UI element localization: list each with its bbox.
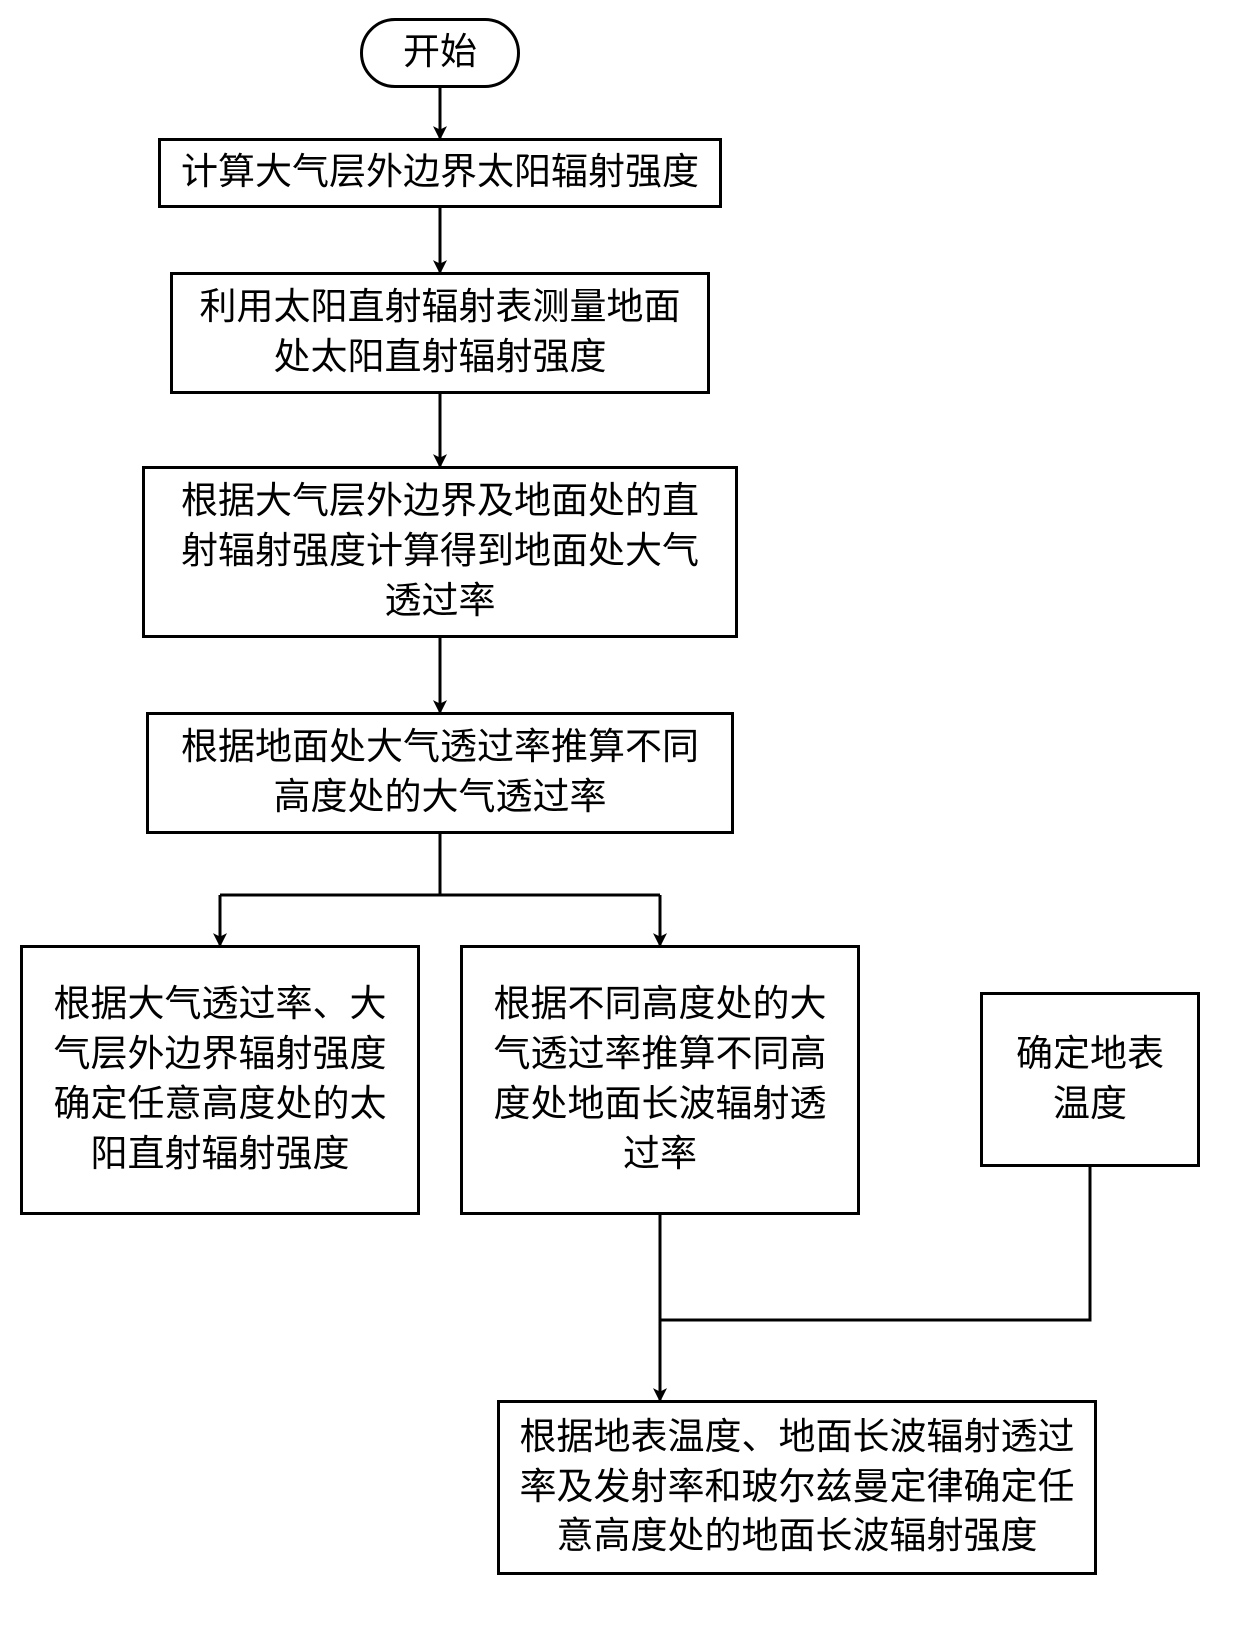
start-label: 开始: [403, 28, 477, 78]
flowchart-canvas: 开始 计算大气层外边界太阳辐射强度 利用太阳直射辐射表测量地面处太阳直射辐射强度…: [0, 0, 1240, 1637]
node-label: 确定地表温度: [1001, 1030, 1179, 1130]
node-label: 根据不同高度处的大气透过率推算不同高度处地面长波辐射透过率: [481, 980, 839, 1180]
start-node: 开始: [360, 18, 520, 88]
node-label: 根据地面处大气透过率推算不同高度处的大气透过率: [167, 723, 713, 823]
node-label: 计算大气层外边界太阳辐射强度: [181, 148, 699, 198]
process-node-5c: 确定地表温度: [980, 992, 1200, 1167]
node-label: 根据地表温度、地面长波辐射透过率及发射率和玻尔兹曼定律确定任意高度处的地面长波辐…: [518, 1413, 1076, 1563]
process-node-1: 计算大气层外边界太阳辐射强度: [158, 138, 722, 208]
process-node-5a: 根据大气透过率、大气层外边界辐射强度确定任意高度处的太阳直射辐射强度: [20, 945, 420, 1215]
node-label: 利用太阳直射辐射表测量地面处太阳直射辐射强度: [191, 283, 689, 383]
node-label: 根据大气透过率、大气层外边界辐射强度确定任意高度处的太阳直射辐射强度: [41, 980, 399, 1180]
process-node-3: 根据大气层外边界及地面处的直射辐射强度计算得到地面处大气透过率: [142, 466, 738, 638]
process-node-4: 根据地面处大气透过率推算不同高度处的大气透过率: [146, 712, 734, 834]
process-node-5b: 根据不同高度处的大气透过率推算不同高度处地面长波辐射透过率: [460, 945, 860, 1215]
process-node-6: 根据地表温度、地面长波辐射透过率及发射率和玻尔兹曼定律确定任意高度处的地面长波辐…: [497, 1400, 1097, 1575]
process-node-2: 利用太阳直射辐射表测量地面处太阳直射辐射强度: [170, 272, 710, 394]
node-label: 根据大气层外边界及地面处的直射辐射强度计算得到地面处大气透过率: [163, 477, 717, 627]
